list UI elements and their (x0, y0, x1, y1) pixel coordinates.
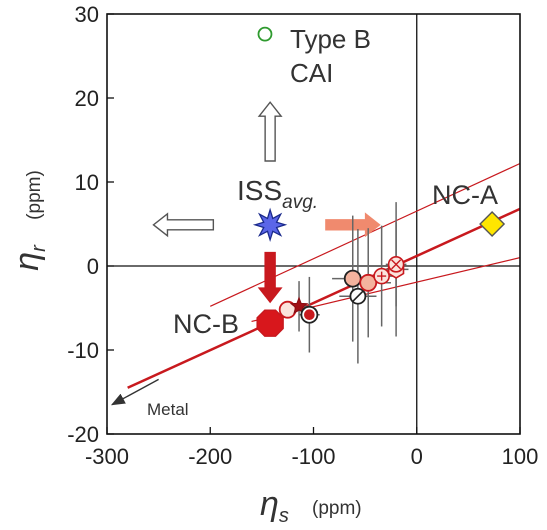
annotation-metal: Metal (147, 400, 189, 419)
arrow-down (257, 251, 283, 304)
point-iss (252, 207, 288, 242)
x-axis-label: ηs (260, 485, 289, 527)
zero-lines (107, 14, 520, 434)
y-tick-label: -10 (67, 338, 99, 363)
marker-star (289, 296, 309, 315)
x-tick-label: -300 (85, 444, 129, 469)
marker-circle (343, 269, 362, 288)
arrows (110, 101, 381, 406)
x-tick-label: -100 (291, 444, 335, 469)
x-axis-unit: (ppm) (312, 498, 362, 519)
y-axis-label: ηr (8, 244, 50, 271)
annotation-iss-sub: avg. (282, 192, 318, 213)
marker-open-circle (257, 26, 273, 42)
y-tick-label: 0 (87, 254, 99, 279)
y-axis-label-symbol: η (8, 252, 46, 271)
y-axis-label-sub: r (28, 244, 50, 252)
marker-inner-circle (304, 309, 315, 321)
marker-x (391, 259, 402, 270)
point-nc-a (479, 211, 506, 237)
x-tick-label: -200 (188, 444, 232, 469)
arrow-left (152, 212, 215, 238)
marker-diamond (479, 211, 506, 237)
point-cai (257, 26, 273, 42)
annotation-iss: ISSavg. (237, 175, 318, 213)
x-axis-label-symbol: η (260, 485, 279, 523)
annotation-nc-b: NC-B (173, 309, 239, 339)
y-tick-label: 20 (75, 86, 99, 111)
marker-slash (352, 290, 364, 303)
point-p4 (300, 305, 319, 324)
point-p5 (343, 269, 362, 288)
y-tick-label: 10 (75, 170, 99, 195)
marker-circle (359, 273, 378, 292)
point-p6 (349, 287, 367, 305)
x-axis-label-sub: s (279, 505, 289, 527)
point-p7 (359, 273, 378, 292)
marker-plus (377, 271, 387, 281)
point-p10 (387, 256, 405, 273)
point-p8 (373, 267, 390, 285)
x-tick-label: 0 (411, 444, 423, 469)
y-tick-label: -20 (67, 422, 99, 447)
legend-label-type-b: Type B (290, 24, 371, 54)
annotation-nc-a: NC-A (432, 180, 498, 210)
arrow-up (257, 101, 283, 162)
marker-star-burst (252, 207, 288, 242)
y-tick-label: 30 (75, 2, 99, 27)
marker-octagon (256, 309, 284, 337)
y-axis-unit: (ppm) (24, 170, 45, 220)
regression-line-fit (127, 207, 520, 389)
x-tick-label: 100 (502, 444, 539, 469)
legend-label-cai: CAI (290, 58, 333, 88)
data-points (252, 26, 506, 337)
annotation-iss-main: ISS (237, 175, 282, 206)
point-p3 (289, 296, 309, 315)
arrow-metal (110, 378, 159, 406)
point-nc-b (256, 309, 284, 337)
